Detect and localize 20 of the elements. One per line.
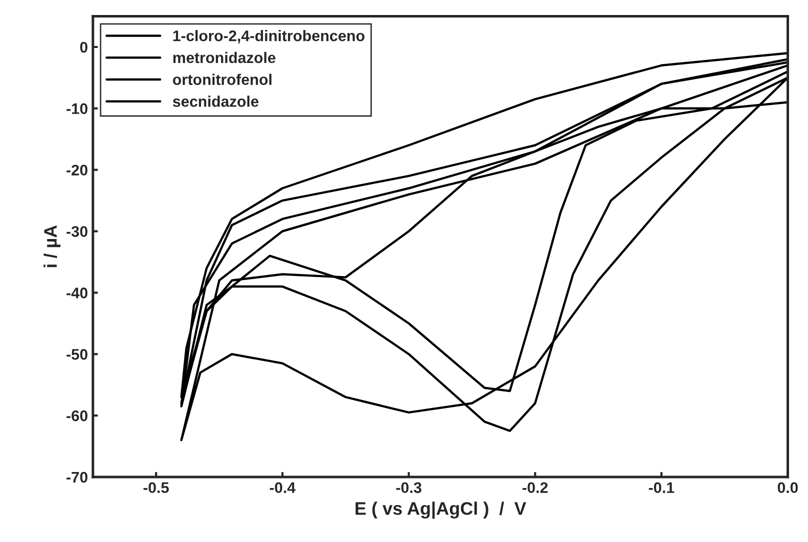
y-tick-label: -70 [66, 472, 88, 483]
y-tick-label: 0 [80, 42, 88, 53]
legend-label: 1-cloro-2,4-dinitrobenceno [173, 30, 364, 44]
x-tick-label: -0.4 [270, 482, 296, 494]
legend-label: secnidazole [172, 96, 258, 107]
x-tick-label: -0.3 [396, 482, 422, 494]
x-axis-title: E ( vs Ag|AgCl ) / V [356, 502, 526, 519]
y-tick-label: -40 [66, 288, 88, 298]
y-tick-label: -50 [66, 348, 88, 360]
x-tick-label: -0.2 [522, 482, 548, 494]
x-tick-label: -0.1 [648, 482, 674, 494]
y-axis-title: i / µA [44, 225, 60, 268]
x-tick-label: -0.5 [144, 482, 169, 494]
legend-label: ortonitrofenol [172, 74, 272, 85]
legend-label: metronidazole [173, 52, 276, 64]
y-tick-label: -10 [66, 103, 88, 114]
y-tick-label: -20 [66, 164, 88, 176]
x-tick-label: 0.0 [778, 482, 798, 494]
y-tick-label: -30 [66, 226, 88, 237]
y-tick-label: -60 [66, 410, 88, 422]
